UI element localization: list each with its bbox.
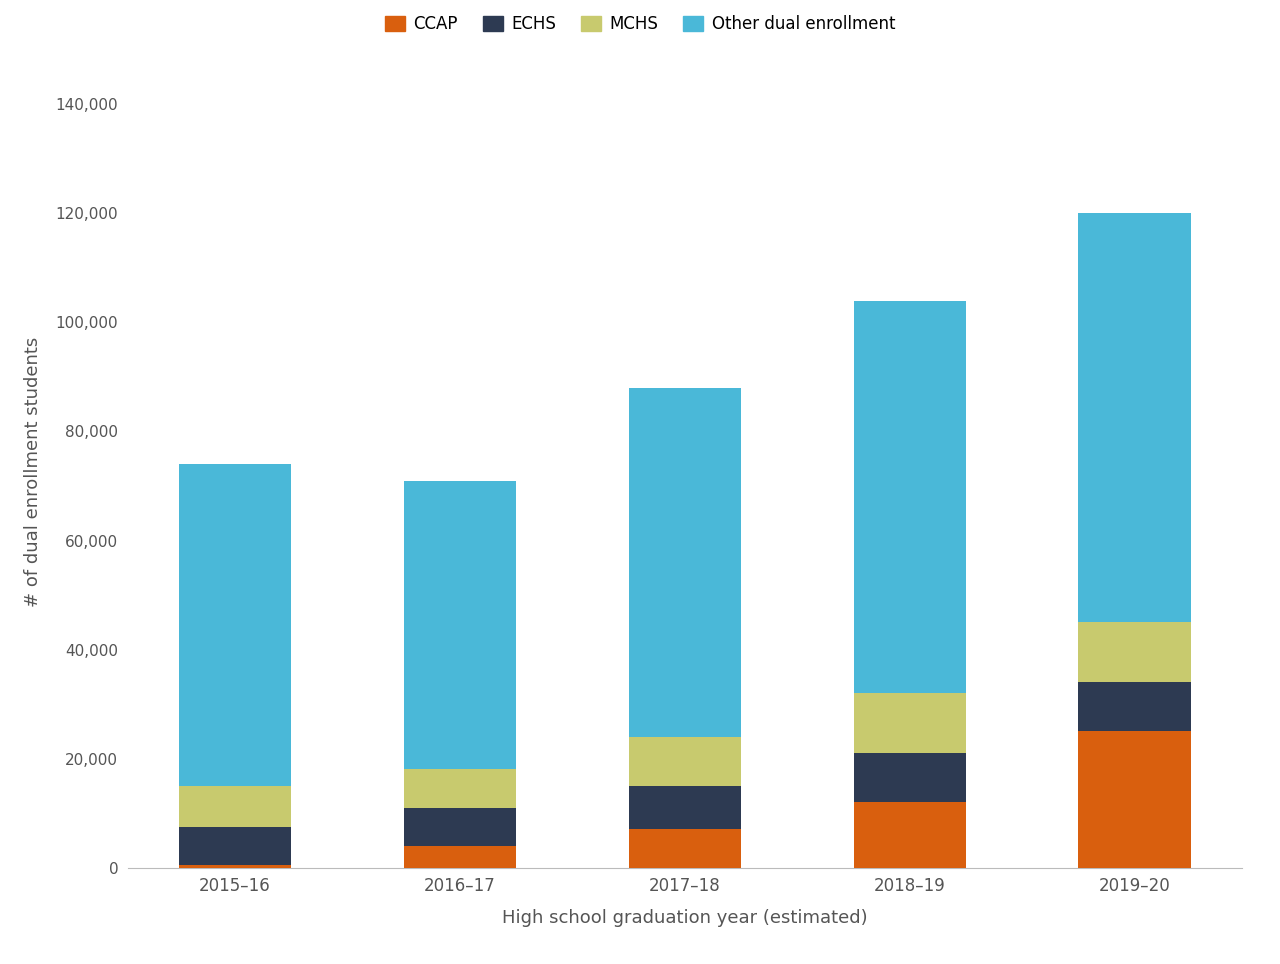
Bar bbox=[854, 693, 966, 753]
Bar bbox=[403, 808, 516, 845]
Bar bbox=[179, 786, 291, 827]
Bar bbox=[1079, 213, 1190, 623]
Bar bbox=[179, 865, 291, 868]
Bar bbox=[1079, 683, 1190, 732]
Bar bbox=[403, 845, 516, 868]
Bar bbox=[854, 301, 966, 693]
Bar bbox=[628, 829, 741, 868]
Bar bbox=[403, 480, 516, 769]
Y-axis label: # of dual enrollment students: # of dual enrollment students bbox=[24, 337, 42, 607]
X-axis label: High school graduation year (estimated): High school graduation year (estimated) bbox=[502, 909, 868, 927]
Bar bbox=[1079, 623, 1190, 683]
Bar bbox=[854, 802, 966, 868]
Bar bbox=[1079, 732, 1190, 868]
Bar bbox=[628, 786, 741, 829]
Bar bbox=[628, 388, 741, 736]
Legend: CCAP, ECHS, MCHS, Other dual enrollment: CCAP, ECHS, MCHS, Other dual enrollment bbox=[379, 9, 901, 40]
Bar bbox=[854, 753, 966, 802]
Bar bbox=[179, 465, 291, 786]
Bar bbox=[628, 736, 741, 786]
Bar bbox=[403, 769, 516, 808]
Bar bbox=[179, 827, 291, 865]
